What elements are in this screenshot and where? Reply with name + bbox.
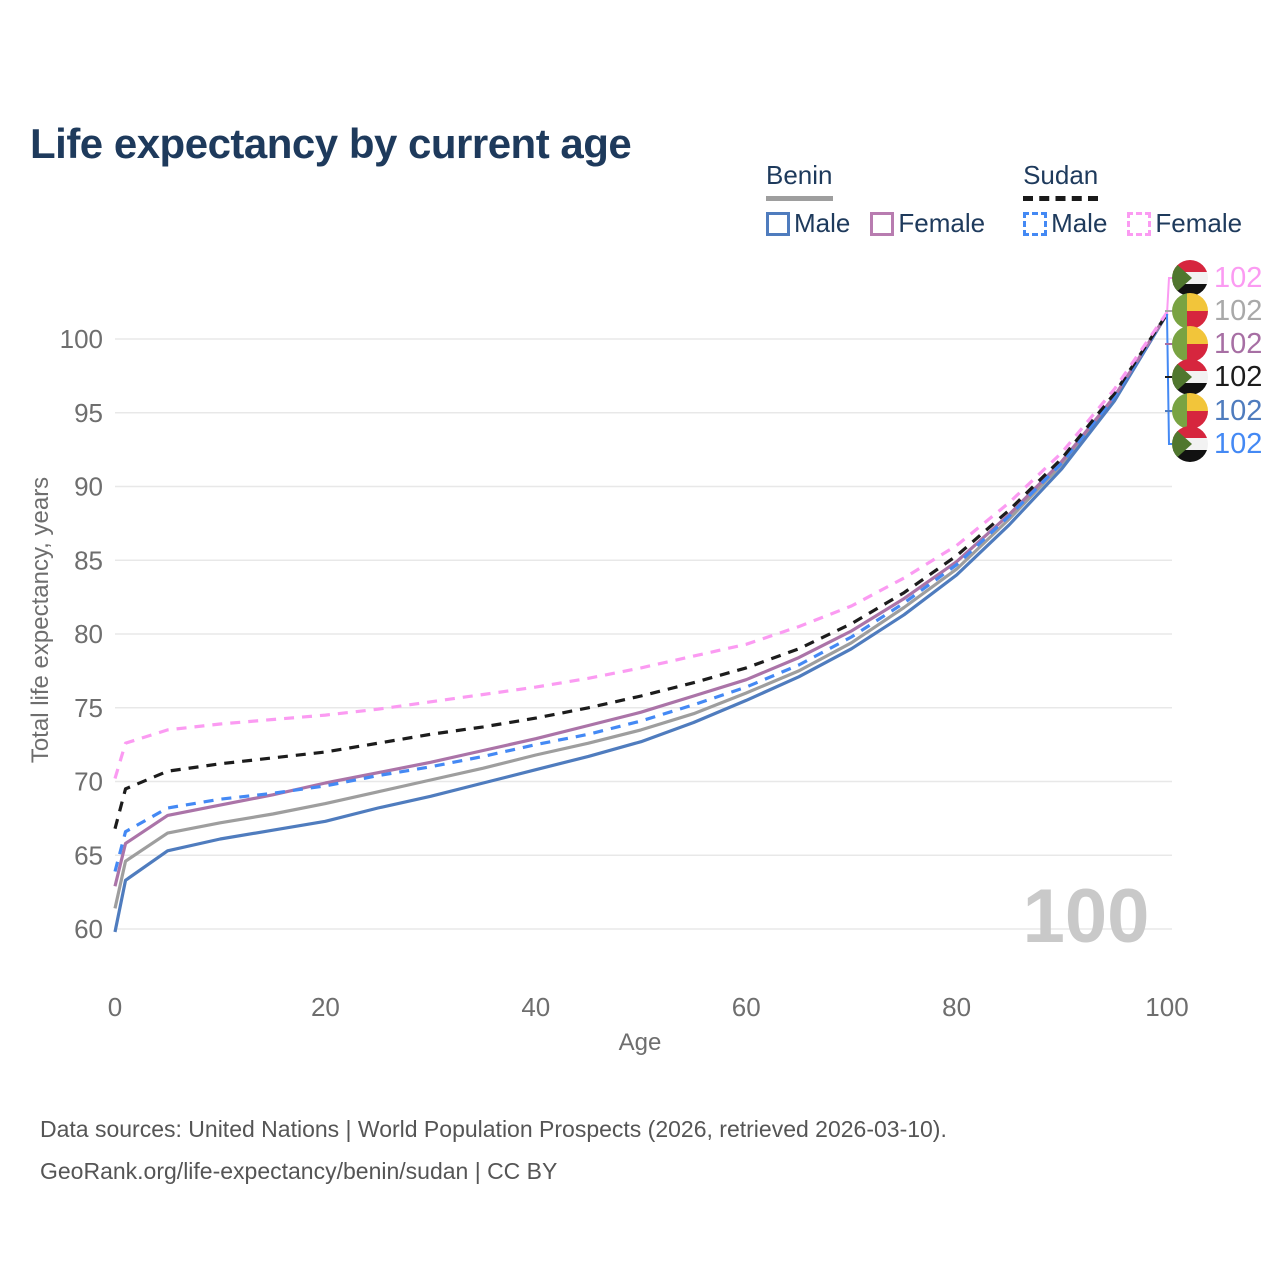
line-benin-both[interactable] — [113, 313, 1169, 909]
line-benin-male[interactable] — [113, 313, 1169, 933]
x-tick-40: 40 — [521, 992, 550, 1022]
end-label-value: 102 — [1214, 262, 1263, 294]
age-watermark: 100 — [1023, 874, 1150, 959]
sudan-flag-icon — [1172, 260, 1208, 296]
benin-flag-icon — [1172, 293, 1208, 329]
benin-male-swatch-icon — [766, 211, 790, 236]
y-tick-80: 80 — [74, 619, 103, 649]
x-tick-60: 60 — [732, 992, 761, 1022]
line-sudan-female[interactable] — [113, 311, 1169, 779]
benin-flag-icon — [1172, 393, 1208, 429]
benin-female-swatch-icon — [870, 211, 895, 236]
end-label-value: 102 — [1214, 328, 1263, 360]
legend-group-sudan: Sudan Male Female — [1023, 160, 1242, 239]
y-tick-65: 65 — [74, 840, 103, 870]
end-label-value: 102 — [1214, 395, 1263, 427]
end-label-row-5: 102 — [1172, 426, 1262, 462]
y-tick-70: 70 — [74, 767, 103, 797]
x-tick-0: 0 — [108, 992, 122, 1022]
line-benin-female[interactable] — [113, 313, 1169, 887]
y-tick-100: 100 — [60, 324, 103, 354]
x-axis-label: Age — [619, 1029, 662, 1056]
legend-sudan-male[interactable]: Male — [1023, 208, 1107, 239]
end-label-row-1: 102 — [1172, 293, 1262, 329]
line-sudan-both[interactable] — [113, 313, 1169, 830]
end-label-value: 102 — [1214, 428, 1263, 460]
end-label-row-3: 102 — [1172, 359, 1262, 395]
line-sudan-male[interactable] — [113, 313, 1169, 872]
legend-benin-male[interactable]: Male — [766, 208, 850, 239]
y-axis-label: Total life expectancy, years — [27, 477, 54, 763]
legend-sudan-label[interactable]: Sudan — [1023, 160, 1099, 201]
y-tick-60: 60 — [74, 914, 103, 944]
legend-benin-female-label: Female — [898, 208, 986, 238]
x-tick-100: 100 — [1145, 992, 1188, 1022]
x-tick-20: 20 — [311, 992, 340, 1022]
x-tick-80: 80 — [942, 992, 971, 1022]
y-tick-75: 75 — [74, 693, 103, 723]
sudan-flag-icon — [1172, 359, 1208, 395]
attribution-link-text: GeoRank.org/life-expectancy/benin/sudan … — [40, 1158, 558, 1184]
legend-sudan-female-label: Female — [1155, 208, 1243, 238]
data-sources-text: Data sources: United Nations | World Pop… — [40, 1116, 947, 1142]
end-label-value: 102 — [1214, 361, 1263, 393]
y-tick-90: 90 — [74, 472, 103, 502]
page-title: Life expectancy by current age — [30, 120, 632, 168]
chart-footer: Data sources: United Nations | World Pop… — [40, 1108, 947, 1192]
chart-legend: Benin Male Female Sudan Male Female — [766, 160, 1242, 239]
legend-sudan-male-label: Male — [1051, 208, 1108, 238]
end-label-value: 102 — [1214, 295, 1263, 327]
sudan-female-swatch-icon — [1127, 211, 1152, 236]
end-label-row-0: 102 — [1172, 260, 1262, 296]
sudan-male-swatch-icon — [1023, 211, 1048, 236]
end-label-row-4: 102 — [1172, 393, 1262, 429]
legend-group-benin: Benin Male Female — [766, 160, 985, 239]
end-label-row-2: 102 — [1172, 326, 1262, 362]
y-tick-95: 95 — [74, 398, 103, 428]
legend-benin-label[interactable]: Benin — [766, 160, 833, 201]
legend-benin-female[interactable]: Female — [870, 208, 985, 239]
legend-sudan-female[interactable]: Female — [1127, 208, 1242, 239]
legend-benin-male-label: Male — [794, 208, 851, 238]
benin-flag-icon — [1172, 326, 1208, 362]
y-tick-85: 85 — [74, 545, 103, 575]
sudan-flag-icon — [1172, 426, 1208, 462]
